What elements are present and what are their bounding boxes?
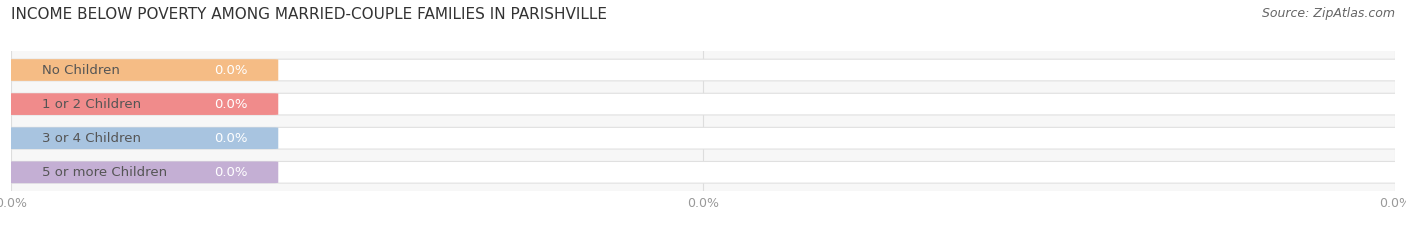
FancyBboxPatch shape	[0, 161, 278, 183]
Text: 1 or 2 Children: 1 or 2 Children	[42, 98, 141, 111]
Text: 0.0%: 0.0%	[214, 64, 247, 76]
FancyBboxPatch shape	[0, 161, 1406, 183]
FancyBboxPatch shape	[0, 59, 278, 81]
Text: No Children: No Children	[42, 64, 120, 76]
Text: 3 or 4 Children: 3 or 4 Children	[42, 132, 141, 145]
Text: 5 or more Children: 5 or more Children	[42, 166, 167, 179]
FancyBboxPatch shape	[0, 59, 1406, 81]
Text: INCOME BELOW POVERTY AMONG MARRIED-COUPLE FAMILIES IN PARISHVILLE: INCOME BELOW POVERTY AMONG MARRIED-COUPL…	[11, 7, 607, 22]
FancyBboxPatch shape	[0, 127, 1406, 149]
FancyBboxPatch shape	[0, 93, 1406, 115]
FancyBboxPatch shape	[0, 93, 278, 115]
FancyBboxPatch shape	[0, 127, 278, 149]
Text: 0.0%: 0.0%	[214, 98, 247, 111]
Text: Source: ZipAtlas.com: Source: ZipAtlas.com	[1261, 7, 1395, 20]
Text: 0.0%: 0.0%	[214, 166, 247, 179]
Text: 0.0%: 0.0%	[214, 132, 247, 145]
